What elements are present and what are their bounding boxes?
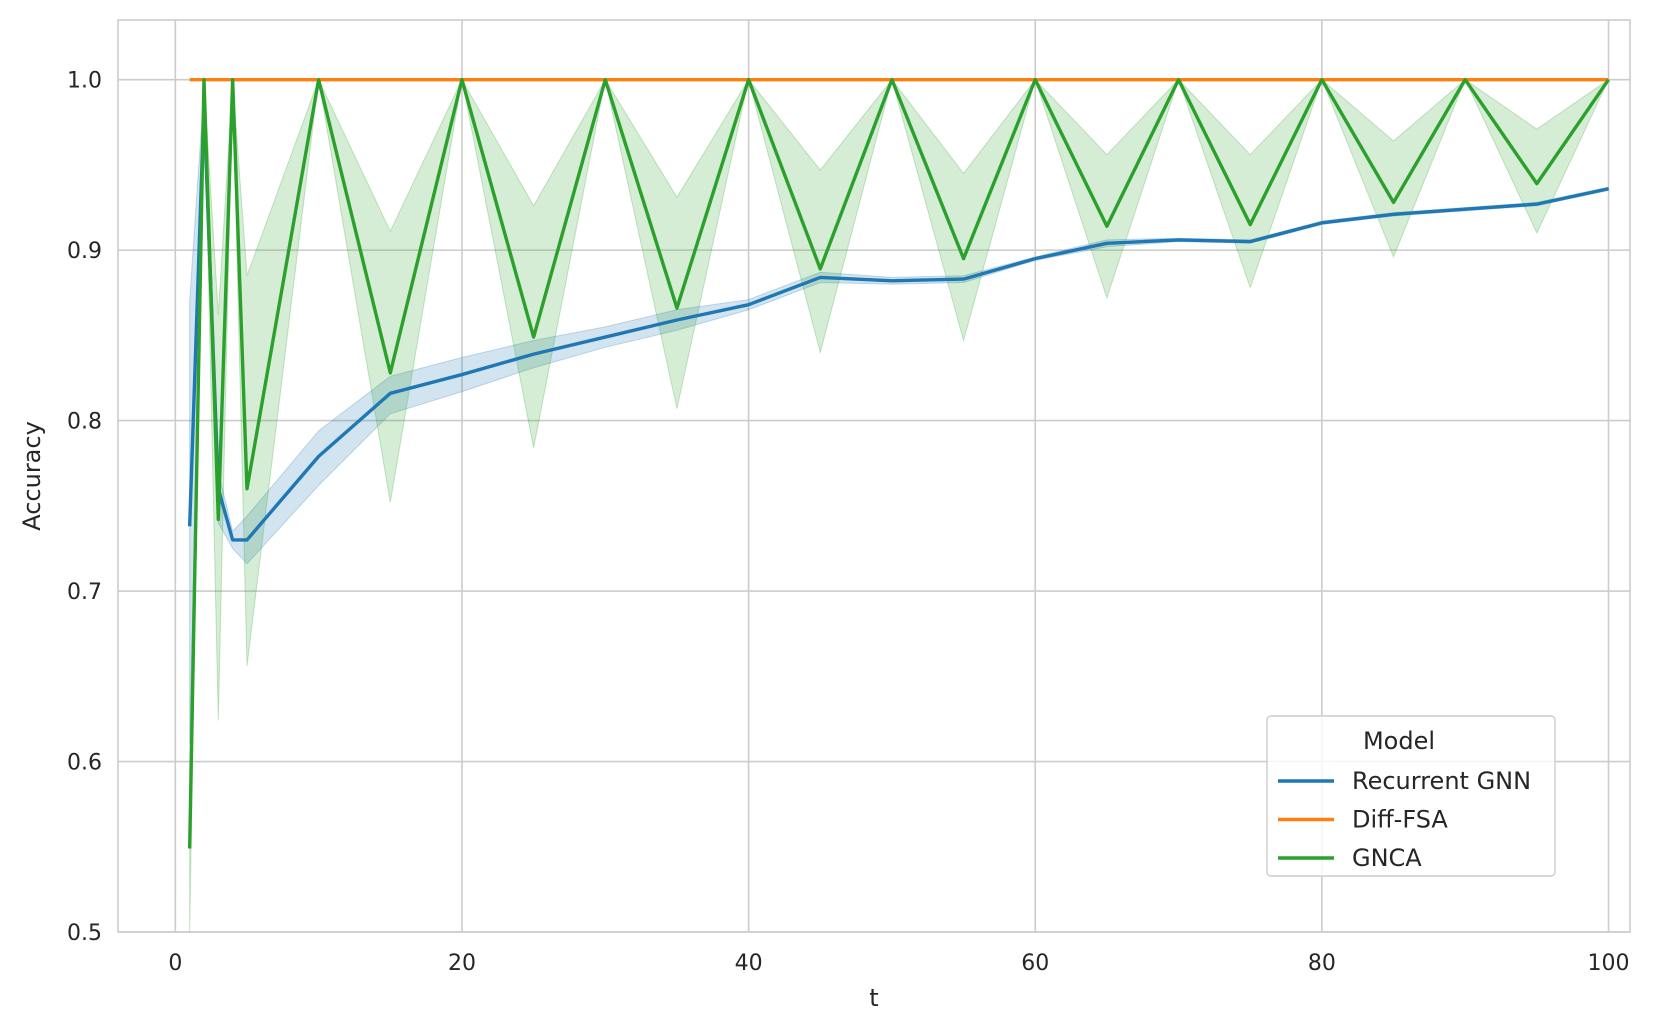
y-tick-label: 0.5 [67, 921, 102, 946]
legend-title: Model [1363, 727, 1435, 755]
x-tick-label: 60 [1021, 951, 1049, 976]
y-tick-label: 0.9 [67, 239, 102, 264]
y-tick-label: 1.0 [67, 69, 102, 94]
x-tick-label: 40 [735, 951, 763, 976]
recurrent-gnn-legend-label: Recurrent GNN [1352, 767, 1531, 795]
y-tick-label: 0.7 [67, 580, 102, 605]
y-axis-label: Accuracy [18, 421, 46, 531]
x-axis-label: t [869, 984, 878, 1012]
gnca-legend-label: GNCA [1352, 844, 1422, 872]
y-tick-label: 0.6 [67, 751, 102, 776]
x-tick-label: 80 [1308, 951, 1336, 976]
x-tick-label: 100 [1588, 951, 1630, 976]
legend: Model Recurrent GNN Diff-FSA GNCA [1267, 716, 1555, 876]
x-tick-label: 0 [168, 951, 182, 976]
y-tick-label: 0.8 [67, 410, 102, 435]
diff-fsa-legend-label: Diff-FSA [1352, 806, 1448, 834]
x-tick-label: 20 [448, 951, 476, 976]
